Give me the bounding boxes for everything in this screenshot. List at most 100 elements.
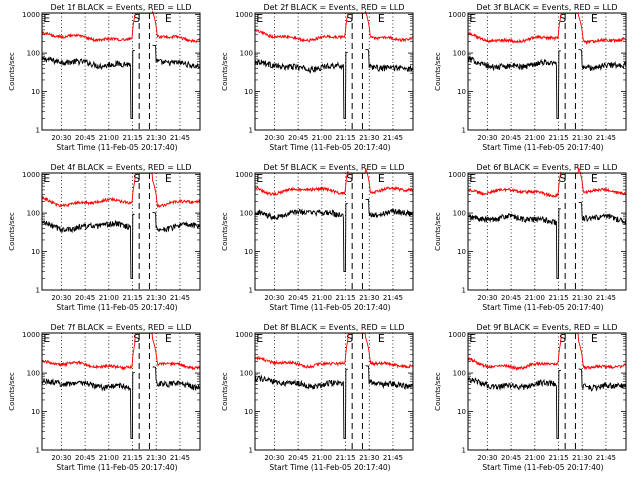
x-axis-label: Start Time (11-Feb-05 20:17:40) [482, 303, 603, 312]
y-tick-label: 1 [249, 287, 253, 295]
y-tick-label: 10 [31, 88, 40, 96]
y-tick-label: 10 [31, 408, 40, 416]
y-tick-label: 100 [240, 210, 253, 218]
x-tick-label: 21:15 [548, 294, 568, 302]
marker-label: E [378, 12, 385, 25]
x-tick-label: 21:45 [383, 454, 403, 462]
x-tick-label: 21:00 [312, 294, 332, 302]
y-axis-label: Counts/sec [221, 52, 229, 91]
plot-frame [41, 332, 201, 451]
marker-label: S [559, 332, 566, 345]
x-tick-label: 20:45 [75, 294, 95, 302]
y-axis-label: Counts/sec [8, 372, 16, 411]
marker-label: S [133, 332, 140, 345]
x-tick-label: 21:45 [596, 294, 616, 302]
series-events [254, 48, 414, 119]
x-tick-label: 21:45 [596, 134, 616, 142]
plot-frame [467, 12, 627, 131]
x-tick-label: 21:30 [146, 454, 166, 462]
x-tick-label: 20:45 [501, 294, 521, 302]
series-lld [467, 12, 627, 46]
y-tick-label: 1 [36, 127, 40, 135]
marker-label: E [469, 172, 476, 185]
x-tick-label: 21:30 [572, 294, 592, 302]
y-tick-label: 10 [457, 248, 466, 256]
x-tick-label: 20:45 [288, 134, 308, 142]
x-tick-label: 20:30 [264, 294, 284, 302]
panel-det-8: Det 8f BLACK = Events, RED = LLD Counts/s… [221, 323, 414, 472]
x-tick-label: 20:45 [501, 454, 521, 462]
panel-title: Det 1f BLACK = Events, RED = LLD [50, 3, 191, 12]
marker-label: E [469, 12, 476, 25]
marker-label: E [591, 332, 598, 345]
y-tick-label: 10 [31, 248, 40, 256]
series-lld [467, 167, 627, 198]
x-tick-label: 21:30 [359, 134, 379, 142]
x-axis-label: Start Time (11-Feb-05 20:17:40) [482, 143, 603, 152]
x-axis-label: Start Time (11-Feb-05 20:17:40) [269, 143, 390, 152]
y-tick-label: 10 [457, 408, 466, 416]
y-tick-label: 100 [27, 50, 40, 58]
x-tick-label: 21:00 [99, 454, 119, 462]
y-tick-label: 1000 [22, 331, 40, 339]
y-tick-label: 100 [453, 50, 466, 58]
panel-title: Det 8f BLACK = Events, RED = LLD [263, 323, 404, 332]
x-tick-label: 21:15 [548, 454, 568, 462]
plot-frame [254, 12, 414, 131]
x-axis-label: Start Time (11-Feb-05 20:17:40) [269, 303, 390, 312]
x-tick-label: 21:15 [335, 454, 355, 462]
y-tick-label: 100 [453, 210, 466, 218]
marker-label: S [133, 172, 140, 185]
y-tick-label: 1000 [235, 171, 253, 179]
x-tick-label: 21:30 [572, 454, 592, 462]
x-tick-label: 21:30 [572, 134, 592, 142]
panel-title: Det 9f BLACK = Events, RED = LLD [476, 323, 617, 332]
y-tick-label: 1 [462, 447, 466, 455]
marker-label: E [256, 172, 263, 185]
panel-title: Det 3f BLACK = Events, RED = LLD [476, 3, 617, 12]
x-tick-label: 20:45 [75, 134, 95, 142]
panel-det-2: Det 2f BLACK = Events, RED = LLD Counts/s… [221, 3, 414, 152]
y-tick-label: 1 [36, 287, 40, 295]
y-tick-label: 1 [249, 447, 253, 455]
panel-det-7: Det 7f BLACK = Events, RED = LLD Counts/s… [8, 323, 201, 472]
y-tick-label: 1 [462, 127, 466, 135]
y-tick-label: 10 [244, 248, 253, 256]
series-lld [254, 167, 414, 197]
panel-det-4: Det 4f BLACK = Events, RED = LLD Counts/s… [8, 163, 201, 312]
x-tick-label: 21:15 [122, 294, 142, 302]
x-tick-label: 21:15 [335, 294, 355, 302]
marker-label: S [346, 332, 353, 345]
x-tick-label: 21:00 [99, 134, 119, 142]
y-tick-label: 100 [240, 50, 253, 58]
y-axis-label: Counts/sec [221, 212, 229, 251]
panel-det-1: Det 1f BLACK = Events, RED = LLD Counts/s… [8, 3, 201, 152]
y-tick-label: 1 [249, 127, 253, 135]
x-tick-label: 20:45 [501, 134, 521, 142]
plot-frame [41, 172, 201, 291]
y-tick-label: 1 [462, 287, 466, 295]
marker-label: E [43, 332, 50, 345]
x-tick-label: 21:30 [146, 134, 166, 142]
marker-label: S [559, 172, 566, 185]
series-events [41, 44, 201, 119]
x-tick-label: 21:00 [312, 134, 332, 142]
plot-frame [254, 332, 414, 451]
x-tick-label: 21:00 [99, 294, 119, 302]
x-axis-label: Start Time (11-Feb-05 20:17:40) [269, 463, 390, 472]
panel-det-6: Det 6f BLACK = Events, RED = LLD Counts/s… [434, 163, 627, 312]
plot-frame [41, 12, 201, 131]
x-tick-label: 20:45 [288, 294, 308, 302]
x-tick-label: 21:00 [525, 134, 545, 142]
x-tick-label: 21:15 [122, 454, 142, 462]
plot-frame [467, 332, 627, 451]
y-tick-label: 100 [240, 370, 253, 378]
panel-title: Det 6f BLACK = Events, RED = LLD [476, 163, 617, 172]
x-tick-label: 20:30 [264, 454, 284, 462]
panel-title: Det 2f BLACK = Events, RED = LLD [263, 3, 404, 12]
y-tick-label: 100 [453, 370, 466, 378]
x-tick-label: 21:00 [525, 454, 545, 462]
series-lld [41, 10, 201, 44]
x-axis-label: Start Time (11-Feb-05 20:17:40) [56, 303, 177, 312]
